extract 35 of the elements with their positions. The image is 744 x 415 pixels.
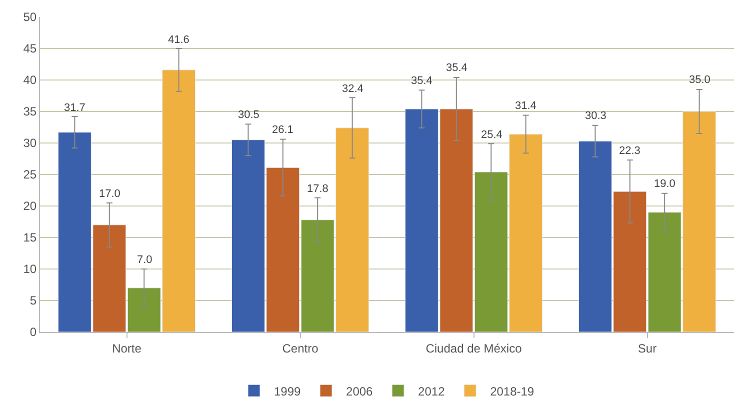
y-tick-label: 40 [23,73,37,88]
x-tick-label: Sur [638,341,657,356]
data-label: 7.0 [137,254,152,266]
data-label: 26.1 [272,124,294,136]
y-tick-label: 45 [23,42,37,56]
legend-label: 2006 [346,384,374,398]
data-label: 41.6 [168,34,190,46]
data-label: 17.0 [99,188,120,200]
x-tick-label: Centro [282,341,319,356]
data-label: 31.4 [515,100,536,112]
data-label: 35.0 [689,74,710,86]
data-label: 17.8 [307,183,328,195]
y-tick-label: 50 [23,10,37,24]
data-label: 30.5 [238,109,260,121]
y-tick-label: 15 [23,230,37,245]
legend-label: 2012 [418,384,446,398]
data-label: 25.4 [481,129,502,141]
x-tick-label: Ciudad de México [426,341,522,356]
legend-label: 1999 [274,384,302,398]
legend-label: 2018-19 [490,384,534,398]
data-label: 30.3 [585,110,606,122]
x-tick-label: Norte [112,341,142,356]
data-label: 19.0 [654,178,676,190]
y-tick-label: 10 [23,262,37,276]
data-label: 35.4 [411,75,432,87]
y-tick-label: 35 [23,104,37,119]
data-label: 35.4 [446,62,468,74]
y-tick-label: 5 [30,294,37,308]
y-tick-label: 20 [23,199,37,214]
y-tick-label: 30 [23,136,37,150]
data-label: 31.7 [64,102,86,114]
y-tick-label: 0 [30,325,37,340]
y-tick-label: 25 [23,168,37,182]
data-label: 32.4 [342,83,364,95]
data-label: 22.3 [619,145,640,157]
